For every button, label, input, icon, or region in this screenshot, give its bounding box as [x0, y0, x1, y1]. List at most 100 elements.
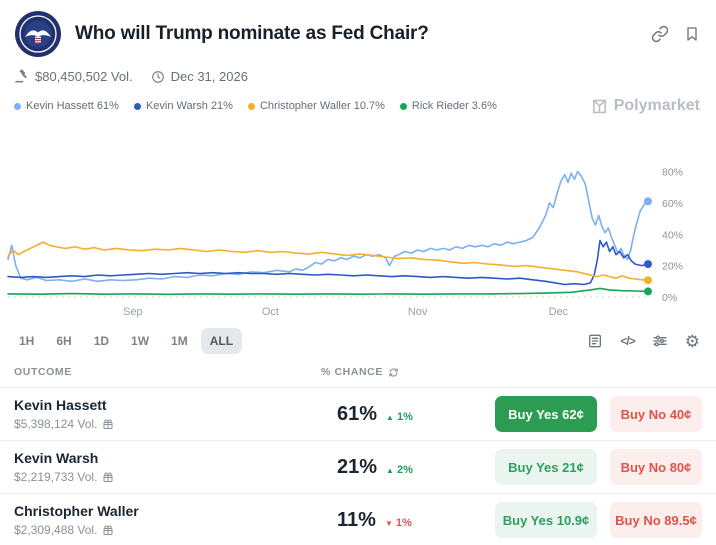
buy-no-button[interactable]: Buy No 89.5¢ — [610, 502, 702, 538]
table-header: OUTCOME % CHANCE — [0, 362, 716, 388]
legend-label: Kevin Hassett 61% — [26, 100, 119, 112]
chart[interactable]: 80% 60% 40% 20% 0% Sep Oct Nov Dec — [0, 117, 716, 326]
buy-yes-button[interactable]: Buy Yes 21¢ — [495, 449, 597, 485]
chart-toolbar: </> ⚙ — [587, 333, 700, 350]
series-endpoint-christopher-waller — [644, 276, 652, 285]
buy-yes-button[interactable]: Buy Yes 62¢ — [495, 396, 597, 432]
news-icon[interactable] — [587, 333, 603, 349]
outcome-volume: $5,398,124 Vol. — [14, 417, 98, 431]
outcome-row-kevin-hassett: Kevin Hassett $5,398,124 Vol. 61% ▲ 1% B… — [0, 388, 716, 441]
y-tick-label: 20% — [662, 261, 683, 273]
change-amount: 2% — [397, 463, 413, 476]
y-tick-label: 80% — [662, 167, 683, 179]
trade-buttons: Buy Yes 62¢ Buy No 40¢ — [495, 396, 702, 432]
legend-item-christopher-waller[interactable]: Christopher Waller 10.7% — [247, 100, 385, 112]
refresh-icon[interactable] — [388, 367, 399, 378]
column-outcome: OUTCOME — [14, 366, 72, 378]
market-meta: $80,450,502 Vol. Dec 31, 2026 — [0, 69, 716, 84]
legend-item-kevin-hassett[interactable]: Kevin Hassett 61% — [14, 100, 119, 112]
column-chance-label: % CHANCE — [321, 366, 383, 378]
page-title: Who will Trump nominate as Fed Chair? — [75, 23, 429, 44]
share-link-icon[interactable] — [651, 25, 669, 43]
outcome-volume: $2,219,733 Vol. — [14, 470, 98, 484]
legend-label: Rick Rieder 3.6% — [411, 100, 497, 112]
x-tick-label: Oct — [262, 306, 279, 318]
fed-seal-logo — [14, 10, 62, 58]
outcome-cell: Kevin Warsh $2,219,733 Vol. — [14, 450, 321, 484]
buy-no-button[interactable]: Buy No 40¢ — [610, 396, 702, 432]
gavel-icon — [14, 69, 29, 84]
legend-dot — [247, 102, 255, 110]
gift-icon[interactable] — [102, 524, 114, 536]
price-chart-svg[interactable]: 80% 60% 40% 20% 0% Sep Oct Nov Dec — [0, 117, 716, 321]
watermark-text: Polymarket — [613, 97, 700, 114]
polymarket-logo-icon — [592, 99, 606, 113]
gear-icon[interactable]: ⚙ — [684, 331, 700, 351]
outcome-name[interactable]: Kevin Hassett — [14, 397, 107, 413]
chart-legend: Kevin Hassett 61% Kevin Warsh 21% Christ… — [0, 97, 716, 115]
outcome-row-christopher-waller: Christopher Waller $2,309,488 Vol. 11% ▼… — [0, 494, 716, 545]
end-date: Dec 31, 2026 — [170, 69, 248, 84]
polymarket-watermark: Polymarket — [591, 97, 700, 115]
chance-change: ▲ 1% — [386, 411, 413, 423]
trade-buttons: Buy Yes 10.9¢ Buy No 89.5¢ — [495, 502, 702, 538]
y-tick-label: 60% — [662, 198, 683, 210]
series-endpoint-rick-rieder — [644, 287, 652, 296]
range-button-6h[interactable]: 6H — [47, 328, 80, 354]
chance-change: ▲ 2% — [386, 464, 413, 476]
chart-controls: 1H 6H 1D 1W 1M ALL </> ⚙ — [0, 326, 716, 354]
range-button-all[interactable]: ALL — [200, 328, 243, 354]
outcome-volume-row: $5,398,124 Vol. — [14, 417, 321, 431]
chance-value: 21% — [337, 455, 378, 478]
range-button-1d[interactable]: 1D — [85, 328, 118, 354]
y-tick-label: 0% — [662, 292, 677, 304]
legend-label: Christopher Waller 10.7% — [259, 100, 385, 112]
gift-icon[interactable] — [102, 418, 114, 430]
range-button-1h[interactable]: 1H — [10, 328, 43, 354]
outcome-cell: Christopher Waller $2,309,488 Vol. — [14, 503, 321, 537]
bookmark-icon[interactable] — [684, 25, 700, 43]
time-range-selector: 1H 6H 1D 1W 1M ALL — [10, 328, 243, 354]
chance-cell: 11% ▼ 1% — [321, 509, 481, 532]
outcome-volume: $2,309,488 Vol. — [14, 523, 98, 537]
buy-no-button[interactable]: Buy No 80¢ — [610, 449, 702, 485]
legend-dot — [399, 102, 407, 110]
outcome-volume-row: $2,219,733 Vol. — [14, 470, 321, 484]
change-amount: 1% — [395, 516, 412, 529]
legend-item-rick-rieder[interactable]: Rick Rieder 3.6% — [399, 100, 497, 112]
change-arrow-icon: ▼ — [384, 518, 393, 528]
outcome-name[interactable]: Kevin Warsh — [14, 450, 99, 466]
series-line-christopher-waller — [7, 241, 649, 281]
x-tick-label: Nov — [408, 306, 428, 318]
volume-total: $80,450,502 Vol. — [35, 69, 133, 84]
series-endpoint-kevin-hassett — [644, 197, 652, 206]
sliders-icon[interactable] — [652, 333, 668, 349]
fed-seal-graphic — [15, 11, 61, 57]
chance-cell: 21% ▲ 2% — [321, 456, 481, 479]
series-line-kevin-hassett — [7, 170, 649, 283]
chance-value: 61% — [337, 402, 378, 425]
buy-yes-button[interactable]: Buy Yes 10.9¢ — [495, 502, 597, 538]
outcome-name[interactable]: Christopher Waller — [14, 503, 139, 519]
range-button-1w[interactable]: 1W — [122, 328, 158, 354]
series-line-kevin-warsh — [7, 239, 649, 286]
column-chance: % CHANCE — [321, 366, 399, 378]
outcome-volume-row: $2,309,488 Vol. — [14, 523, 321, 537]
chance-change: ▼ 1% — [385, 517, 412, 529]
legend-item-kevin-warsh[interactable]: Kevin Warsh 21% — [133, 100, 233, 112]
outcomes-table: OUTCOME % CHANCE Kevin Hassett $5,398,12… — [0, 362, 716, 545]
gift-icon[interactable] — [102, 471, 114, 483]
legend-label: Kevin Warsh 21% — [145, 100, 233, 112]
series-line-rick-rieder — [7, 287, 649, 296]
change-arrow-icon: ▲ — [386, 465, 394, 475]
change-amount: 1% — [397, 410, 413, 423]
y-tick-label: 40% — [662, 229, 683, 241]
legend-dot — [14, 102, 21, 110]
outcome-cell: Kevin Hassett $5,398,124 Vol. — [14, 397, 321, 431]
change-arrow-icon: ▲ — [386, 412, 394, 422]
clock-icon — [151, 70, 165, 84]
series-endpoint-kevin-warsh — [644, 260, 652, 269]
range-button-1m[interactable]: 1M — [162, 328, 197, 354]
embed-code-icon[interactable]: </> — [620, 334, 635, 348]
